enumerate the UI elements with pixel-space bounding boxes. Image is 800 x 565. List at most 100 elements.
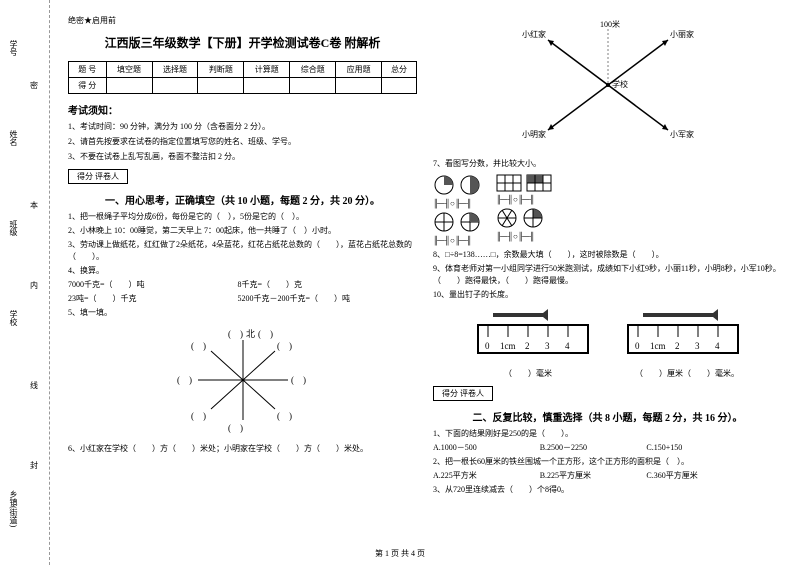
svg-text:100米: 100米 [600,19,620,29]
svg-text:( ): ( ) [277,341,292,351]
question: 23吨=（ ）千克 5200千克－200千克=（ ）吨 [68,293,417,305]
td [106,78,152,94]
binding-label: 班级 [8,220,19,236]
binding-char: 线 [30,380,38,391]
svg-text:0: 0 [485,341,490,351]
section-title: 二、反复比较，慎重选择（共 8 小题，每题 2 分，共 16 分）。 [433,409,782,424]
svg-text:小丽家: 小丽家 [670,29,694,39]
svg-text:( ): ( ) [228,329,243,339]
sub-q: 23吨=（ ）千克 [68,293,236,305]
svg-text:4: 4 [715,341,720,351]
question: 2、小林晚上 10：00睡觉，第二天早上 7：00起床，他一共睡了（ ）小时。 [68,225,417,237]
question: 4、换算。 [68,265,417,277]
th: 计算题 [244,62,290,78]
svg-text:3: 3 [695,341,700,351]
option: B.2500－2250 [540,442,645,454]
shape-group: ╟─╢○╟─╢ ╟─╢○╟─╢ [496,174,552,245]
question: 3、从720里连续减去（ ）个8得0。 [433,484,782,496]
binding-label: 乡镇(街道) [8,490,19,527]
notice-title: 考试须知： [68,102,417,117]
svg-text:3: 3 [545,341,550,351]
svg-text:2: 2 [525,341,530,351]
binding-char: 封 [30,460,38,471]
question: 8、□÷8=138……□，余数最大填（ ），这时被除数是（ ）。 [433,249,782,261]
question: 10、量出钉子的长度。 [433,289,782,301]
svg-text:( ): ( ) [228,423,243,433]
question: 5、填一填。 [68,307,417,319]
ruler-caption: （ ）毫米 （ ）厘米（ ）毫米。 [433,368,782,380]
ruler-svg: 0 1cm 2 3 4 [618,307,748,362]
svg-text:4: 4 [565,341,570,351]
caption: （ ）毫米 [449,368,606,380]
scorer-box: 得分 评卷人 [68,169,128,184]
content-area: 绝密★启用前 江西版三年级数学【下册】开学检测试卷C卷 附解析 题 号 填空题 … [50,0,800,565]
sub-q: 7000千克=（ ）吨 [68,279,236,291]
td [198,78,244,94]
th: 填空题 [106,62,152,78]
question: 9、体育老师对第一小组同学进行50米跑测试，成绩如下小红9秒，小丽11秒，小明8… [433,263,782,287]
exam-page: 学号 姓名 班级 学校 乡镇(街道) 密 本 内 线 封 绝密★启用前 江西版三… [0,0,800,565]
option: A.225平方米 [433,470,538,482]
binding-char: 本 [30,200,38,211]
td [244,78,290,94]
binding-label: 学校 [8,310,19,326]
svg-text:( ): ( ) [258,329,273,339]
th: 应用题 [336,62,382,78]
question: 3、劳动课上做纸花，红红做了2朵纸花，4朵蓝花，红花占纸花总数的（ ），蓝花占纸… [68,239,417,263]
right-column: 100米 小红家 小丽家 小明家 小军家 学校 7、看图写分数，并比较大小。 ╟… [425,15,790,560]
option: C.150+150 [646,442,751,454]
question: 1、下面的结果刚好是250的是（ ）。 [433,428,782,440]
binding-label: 姓名 [8,130,19,146]
svg-text:1cm: 1cm [650,341,666,351]
svg-text:2: 2 [675,341,680,351]
option: B.225平方厘米 [540,470,645,482]
th: 总分 [382,62,417,78]
td: 得 分 [69,78,107,94]
option: C.360平方厘米 [646,470,751,482]
shape-group: ╟─╢○╟─╢ ╟─╢○╟─╢ [433,174,481,245]
th: 选择题 [152,62,198,78]
question: 7、看图写分数，并比较大小。 [433,158,782,170]
sub-q: 8千克=（ ）克 [238,279,406,291]
td [336,78,382,94]
binding-label: 学号 [8,40,19,56]
svg-text:1cm: 1cm [500,341,516,351]
compass-diagram: ( ) 北 ( ) ( ) ( ) ( ) ( ) ( ) ( ) ( ) [68,325,417,437]
north-label: 北 [246,329,255,339]
question-options: A.1000－500 B.2500－2250 C.150+150 [433,442,782,454]
binding-char: 内 [30,280,38,291]
table-row: 得 分 [69,78,417,94]
td [290,78,336,94]
x-svg: 100米 小红家 小丽家 小明家 小军家 学校 [508,15,708,150]
svg-text:小明家: 小明家 [522,129,546,139]
question-options: A.225平方米 B.225平方厘米 C.360平方厘米 [433,470,782,482]
svg-text:( ): ( ) [291,375,306,385]
binding-margin: 学号 姓名 班级 学校 乡镇(街道) 密 本 内 线 封 [0,0,50,565]
svg-text:( ): ( ) [277,411,292,421]
notice-line: 1、考试时间：90 分钟，满分为 100 分（含卷面分 2 分）。 [68,121,417,134]
caption: （ ）厘米（ ）毫米。 [609,368,766,380]
left-column: 绝密★启用前 江西版三年级数学【下册】开学检测试卷C卷 附解析 题 号 填空题 … [60,15,425,560]
svg-text:小军家: 小军家 [670,129,694,139]
sub-q: 5200千克－200千克=（ ）吨 [238,293,406,305]
option: A.1000－500 [433,442,538,454]
page-footer: 第 1 页 共 4 页 [0,548,800,559]
x-diagram: 100米 小红家 小丽家 小明家 小军家 学校 [433,15,782,152]
question: 2、把一根长60厘米的铁丝围城一个正方形，这个正方形的面积是（ ）。 [433,456,782,468]
score-table: 题 号 填空题 选择题 判断题 计算题 综合题 应用题 总分 得 分 [68,61,417,94]
exam-title: 江西版三年级数学【下册】开学检测试卷C卷 附解析 [68,34,417,51]
question: 7000千克=（ ）吨 8千克=（ ）克 [68,279,417,291]
section-title: 一、用心思考，正确填空（共 10 小题，每题 2 分，共 20 分）。 [68,192,417,207]
question: 1、把一根绳子平均分成6份，每份是它的（ ），5份是它的（ ）。 [68,211,417,223]
scorer-box: 得分 评卷人 [433,386,493,401]
svg-text:小红家: 小红家 [522,29,546,39]
compass-svg: ( ) 北 ( ) ( ) ( ) ( ) ( ) ( ) ( ) ( ) [173,325,313,435]
th: 题 号 [69,62,107,78]
table-row: 题 号 填空题 选择题 判断题 计算题 综合题 应用题 总分 [69,62,417,78]
fraction-shapes: ╟─╢○╟─╢ ╟─╢○╟─╢ ╟─╢○╟─╢ [433,174,782,245]
ruler-svg: 0 1cm 2 3 4 [468,307,598,362]
td [382,78,417,94]
svg-text:( ): ( ) [191,341,206,351]
svg-text:学校: 学校 [612,79,628,89]
th: 判断题 [198,62,244,78]
